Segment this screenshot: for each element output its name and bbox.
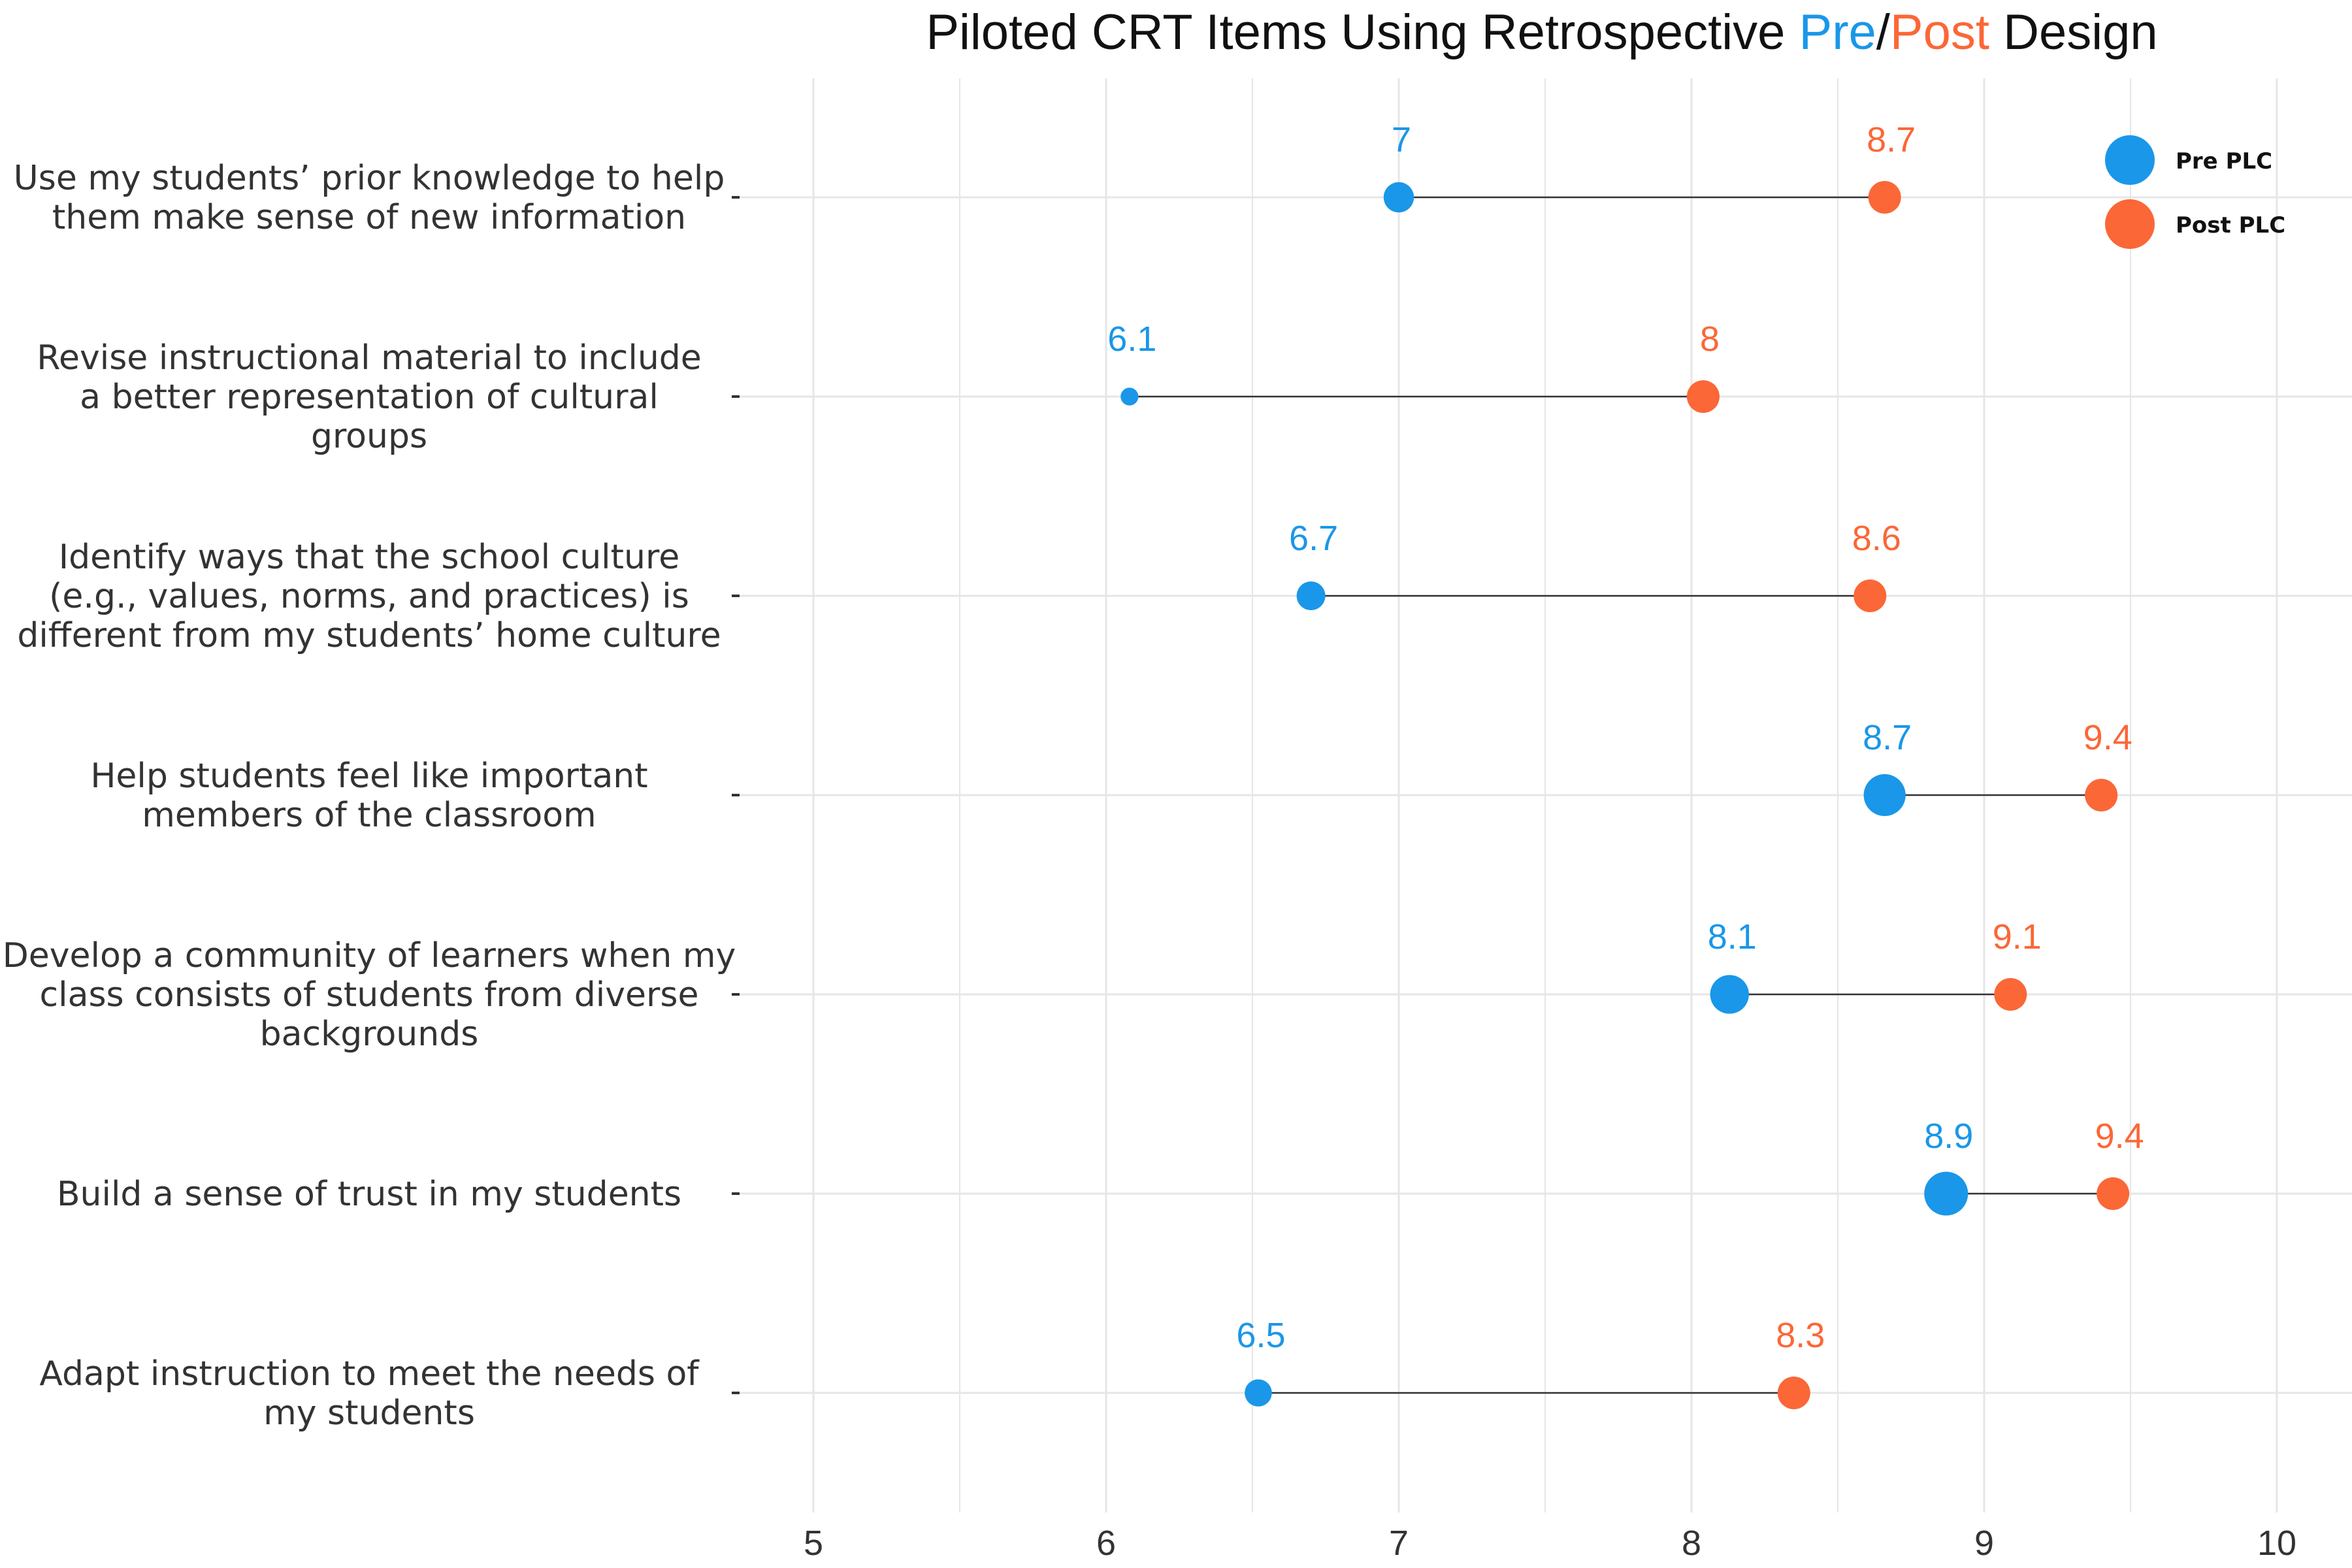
title-pre: Pre [1799, 5, 1876, 60]
y-axis-label-line: Adapt instruction to meet the needs of [39, 1354, 700, 1394]
pre-value-label: 6.1 [1107, 319, 1156, 359]
legend-post-label: Post PLC [2176, 212, 2285, 238]
pre-value-label: 6.5 [1236, 1316, 1285, 1355]
post-value-label: 9.1 [1993, 917, 2042, 956]
pre-value-label: 8.1 [1708, 917, 1757, 956]
y-axis-label-line: Develop a community of learners when my [3, 936, 736, 975]
x-tick-label: 8 [1682, 1524, 1701, 1563]
pre-point [1120, 387, 1139, 406]
x-tick-label: 7 [1389, 1524, 1409, 1563]
y-axis-label: Adapt instruction to meet the needs of my… [39, 1354, 700, 1433]
y-axis-label: Help students feel like important members… [90, 757, 647, 835]
y-axis-label-line: backgrounds [260, 1015, 479, 1054]
title-post: Post [1890, 5, 1989, 60]
post-point [1854, 580, 1887, 612]
chart-title: Piloted CRT Items Using Retrospective Pr… [926, 5, 2157, 60]
x-tick-label: 5 [804, 1524, 823, 1563]
legend-pre-swatch [2105, 135, 2155, 185]
pre-point [1383, 182, 1414, 213]
y-axis-label-line: Build a sense of trust in my students [57, 1175, 681, 1214]
pre-value-label: 8.9 [1924, 1117, 1973, 1156]
title-sep: / [1876, 5, 1891, 60]
y-axis-label-line: groups [311, 417, 427, 456]
plot-marks: 7 8.7 6.1 8 6.7 8.6 8.7 9.4 8.1 9.1 8.9 9.4 6.5 8.3 [1107, 120, 2144, 1409]
y-axis-label-line: Identify ways that the school culture [59, 538, 679, 577]
y-axis-label: Develop a community of learners when my c… [3, 936, 736, 1054]
pre-value-label: 6.7 [1289, 519, 1338, 558]
post-value-label: 8.6 [1852, 519, 1901, 558]
y-axis-label-line: Use my students’ prior knowledge to help [14, 159, 725, 198]
legend-post-swatch [2105, 199, 2155, 249]
y-axis-label-line: class consists of students from diverse [40, 975, 699, 1015]
legend: Pre PLC Post PLC [2105, 135, 2285, 249]
post-point [1994, 978, 2027, 1011]
y-axis-label: Identify ways that the school culture (e.… [17, 538, 721, 655]
legend-pre-label: Pre PLC [2176, 148, 2272, 174]
y-axis-label: Revise instructional material to include… [37, 338, 702, 456]
pre-value-label: 7 [1392, 120, 1411, 159]
pre-point [1924, 1171, 1968, 1216]
post-value-label: 8.3 [1776, 1316, 1825, 1355]
post-point [1686, 380, 1720, 413]
pre-point [1245, 1379, 1272, 1407]
title-before: Piloted CRT Items Using Retrospective [926, 5, 1799, 60]
post-value-label: 9.4 [2095, 1117, 2144, 1156]
y-axis-labels: Use my students’ prior knowledge to help… [3, 159, 740, 1433]
pre-value-label: 8.7 [1863, 718, 1912, 757]
y-axis-label-line: (e.g., values, norms, and practices) is [49, 577, 689, 616]
pre-point [1710, 975, 1749, 1014]
post-point [1777, 1377, 1810, 1409]
title-after: Design [1989, 5, 2158, 60]
post-point [2085, 779, 2118, 811]
y-axis-label-line: members of the classroom [142, 796, 596, 835]
post-value-label: 9.4 [2083, 718, 2132, 757]
y-axis-label-line: my students [263, 1394, 475, 1433]
x-tick-label: 6 [1096, 1524, 1116, 1563]
y-axis-label: Build a sense of trust in my students [57, 1175, 681, 1214]
post-point [2097, 1177, 2130, 1210]
post-value-label: 8 [1700, 319, 1720, 359]
y-axis-label-line: different from my students’ home culture [17, 616, 721, 655]
y-axis-label: Use my students’ prior knowledge to help… [14, 159, 725, 237]
y-axis-label-line: Revise instructional material to include [37, 338, 702, 378]
y-axis-label-line: a better representation of cultural [80, 378, 659, 417]
y-axis-label-line: Help students feel like important [90, 757, 647, 796]
post-point [1868, 181, 1901, 214]
x-tick-label: 10 [2257, 1524, 2296, 1563]
x-tick-label: 9 [1974, 1524, 1994, 1563]
x-axis-ticks: 5 6 7 8 9 10 [804, 1524, 2296, 1563]
pre-point [1863, 774, 1906, 817]
pre-point [1296, 581, 1326, 610]
post-value-label: 8.7 [1867, 120, 1916, 159]
y-axis-label-line: them make sense of new information [52, 198, 686, 237]
